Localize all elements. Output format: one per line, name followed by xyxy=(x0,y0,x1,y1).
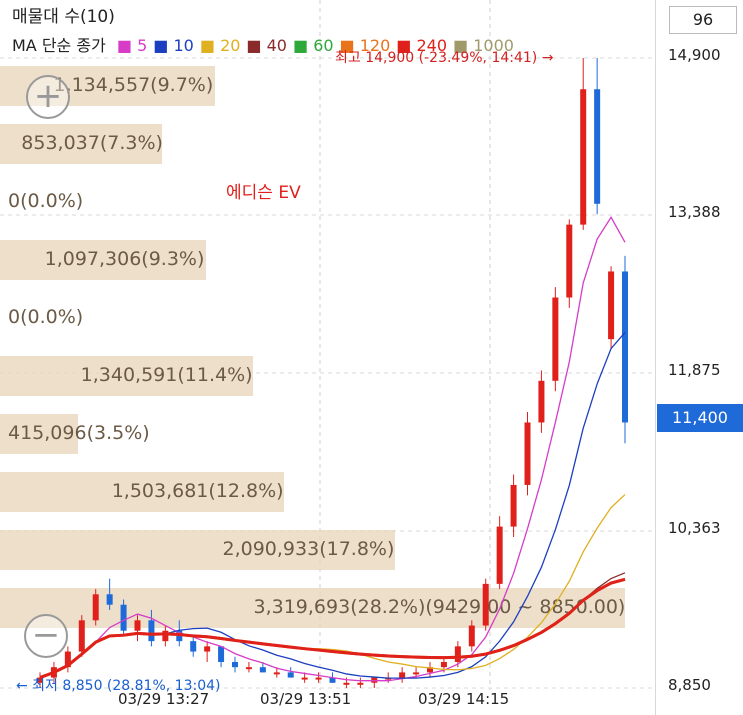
volume-profile-label: 2,090,933(17.8%) xyxy=(222,538,395,560)
candle-body xyxy=(622,271,628,423)
grid-lines xyxy=(0,0,655,690)
x-tick-label: 03/29 13:51 xyxy=(260,690,352,708)
candle-body xyxy=(413,672,420,675)
candle-body xyxy=(148,620,155,642)
ma-line-5 xyxy=(39,216,626,682)
volume-profile-label: 1,503,681(12.8%) xyxy=(111,480,284,502)
candle-body xyxy=(329,677,336,683)
volume-profile-label: 0(0.0%) xyxy=(8,190,84,212)
ma-line-60 xyxy=(39,578,626,679)
candle-body xyxy=(427,667,433,673)
candle-body xyxy=(482,583,489,626)
ma-line-120 xyxy=(39,577,626,679)
legend-item-ma240: ■ 240 xyxy=(396,36,448,55)
candle-body xyxy=(399,672,406,678)
legend-item-ma5: ■ 5 xyxy=(116,36,148,55)
candle-body xyxy=(162,630,169,642)
zoom-out-button[interactable]: − xyxy=(24,614,68,658)
volume-profile-bar xyxy=(0,472,284,512)
volume-profile-label: 853,037(7.3%) xyxy=(21,132,163,154)
count-box[interactable]: 96 xyxy=(669,6,737,34)
y-tick-label: 8,850 xyxy=(668,676,711,694)
candle-body xyxy=(106,594,113,605)
current-price-tag: 11,400 xyxy=(657,404,743,432)
volume-profile-bar xyxy=(0,240,207,280)
candle-body xyxy=(273,672,280,675)
candle-body xyxy=(468,625,475,647)
candle-body xyxy=(92,594,99,621)
candle-body xyxy=(245,667,252,670)
candle-body xyxy=(538,380,545,423)
candle-body xyxy=(454,646,461,662)
volume-profile-bar xyxy=(0,124,162,164)
candle-body xyxy=(190,641,197,652)
candle-body xyxy=(357,682,364,685)
candle-body xyxy=(343,682,350,685)
ma-legend: MA 단순 종가 ■ 5 ■ 10 ■ 20 ■ 40 ■ 60 ■ 120 ■ 240 ■ … xyxy=(12,32,526,56)
y-tick-label: 11,875 xyxy=(668,361,721,379)
volume-profile-label: 1,134,557(9.7%) xyxy=(53,74,214,96)
stock-name: 에디슨 EV xyxy=(226,183,301,203)
ma-line-240 xyxy=(39,577,626,679)
candle-body xyxy=(37,677,43,683)
volume-profile-bar xyxy=(0,530,395,570)
volume-profile-label: 1,097,306(9.3%) xyxy=(44,248,205,270)
legend-item-ma1000: ■ 1000 xyxy=(453,36,514,55)
volume-profile-label: 0(0.0%) xyxy=(8,306,84,328)
volume-profile-label: 1,340,591(11.4%) xyxy=(80,364,253,386)
legend-item-ma10: ■ 10 xyxy=(153,36,194,55)
y-tick-label: 10,363 xyxy=(668,519,721,537)
candle-body xyxy=(594,89,601,204)
candle-body xyxy=(496,526,503,584)
y-tick-label: 14,900 xyxy=(668,46,721,64)
candle-body xyxy=(218,646,225,662)
candle-body xyxy=(301,677,308,680)
candle-body xyxy=(120,604,127,631)
legend-items: ■ 5 ■ 10 ■ 20 ■ 40 ■ 60 ■ 120 ■ 240 ■ 1000 xyxy=(117,36,520,55)
candle-body xyxy=(566,224,573,298)
candle-body xyxy=(78,620,85,652)
candle-body xyxy=(524,422,531,485)
ma-line-40 xyxy=(39,572,626,679)
legend-item-ma60: ■ 60 xyxy=(292,36,334,55)
legend-label: MA 단순 종가 xyxy=(12,36,106,55)
candle-body xyxy=(134,620,141,631)
candle-body xyxy=(232,661,238,668)
high-price-label: 최고 14,900 (-23.49%, 14:41) → xyxy=(335,50,554,66)
x-tick-label: 03/29 13:27 xyxy=(118,690,210,708)
candle-body xyxy=(608,271,615,340)
candle-body xyxy=(552,297,559,381)
volume-profile-bar xyxy=(0,356,253,396)
y-tick-label: 13,388 xyxy=(668,203,721,221)
volume-profile-bar xyxy=(0,414,78,454)
volume-profile-label: 415,096(3.5%) xyxy=(8,422,150,444)
candle-body xyxy=(64,651,71,668)
candle-body xyxy=(510,484,517,527)
candle-body xyxy=(315,677,322,680)
price-axis xyxy=(655,0,743,715)
candle-body xyxy=(287,672,294,678)
low-price-label: ← 최저 8,850 (28.81%, 13:04) xyxy=(16,678,221,694)
candlestick-layer xyxy=(37,58,628,688)
candle-body xyxy=(204,646,211,652)
legend-item-ma120: ■ 120 xyxy=(339,36,391,55)
zoom-in-button[interactable]: + xyxy=(26,75,70,119)
legend-item-ma20: ■ 20 xyxy=(199,36,241,55)
candle-body xyxy=(259,667,266,673)
header-title: 매물대 수(10) xyxy=(12,7,115,27)
candle-body xyxy=(580,89,587,225)
volume-profile-label: 3,319,693(28.2%)(9429.00 ~ 8850.00) xyxy=(253,596,626,618)
x-tick-label: 03/29 14:15 xyxy=(418,690,510,708)
candle-body xyxy=(440,661,447,668)
legend-item-ma40: ■ 40 xyxy=(246,36,287,55)
